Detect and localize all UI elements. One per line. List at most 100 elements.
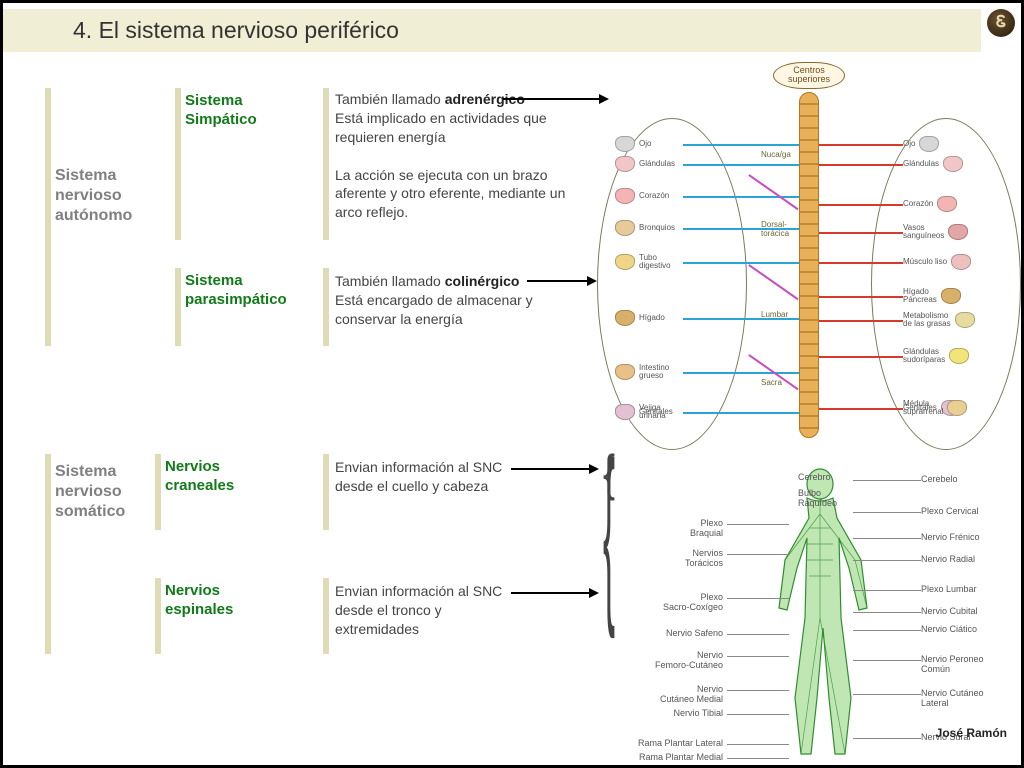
soma-label-left: Nervio Tibial [615, 708, 723, 718]
brand-logo-icon: Ꮛ [987, 9, 1015, 37]
autonomic-diagram: Centrossuperiores Ojo Glándulas Corazón Bro… [603, 64, 1015, 456]
simp-nerve-line [819, 232, 903, 234]
title-bar: 4. El sistema nervioso periférico [3, 9, 981, 52]
soma-label-left: PlexoBraquial [615, 518, 723, 538]
arrow-esp-head-icon [589, 588, 599, 598]
organ-right-1: Glándulas [903, 156, 963, 172]
bar-espinales [155, 578, 161, 654]
soma-label-left: Rama Plantar Lateral [615, 738, 723, 748]
organ-left-3: Bronquios [615, 220, 675, 236]
organ-right-4: Músculo liso [903, 254, 971, 270]
simp-nerve-line [819, 408, 903, 410]
soma-label-center: BulboRaquídeo [798, 488, 837, 508]
spinal-column-icon [799, 92, 819, 438]
simp-nerve-line [819, 320, 903, 322]
desc-espinales: Envian información al SNC desde el tronc… [335, 582, 505, 639]
organ-left-4: Tubodigestivo [615, 254, 671, 270]
simp-nerve-line [819, 262, 903, 264]
lead-line [853, 538, 921, 539]
arrow-para-line [527, 280, 587, 282]
soma-label-left: NervioCutáneo Medial [615, 684, 723, 704]
lead-line [853, 560, 921, 561]
lead-line [853, 738, 921, 739]
bar-parasimpatico [175, 268, 181, 346]
bar-somatico [45, 454, 51, 654]
lead-line [727, 634, 789, 635]
para-nerve-line [683, 372, 799, 374]
label-somatico: Sistemanerviososomático [55, 462, 125, 522]
author-credit: José Ramón [936, 726, 1007, 740]
lead-line [853, 590, 921, 591]
lead-line [727, 554, 789, 555]
soma-label-left: Rama Plantar Medial [615, 752, 723, 762]
centros-superiores: Centrossuperiores [773, 62, 845, 89]
soma-label-left: NerviosTorácicos [615, 548, 723, 568]
bar-autonomo [45, 88, 51, 346]
bar-craneales-desc [323, 454, 329, 530]
organ-left-0: Ojo [615, 136, 651, 152]
organ-right-2: Corazón [903, 196, 957, 212]
lead-line [727, 598, 789, 599]
soma-label-left: NervioFemoro-Cutáneo [615, 650, 723, 670]
content-area: Sistemanerviosoautónomo Sistemanerviosos… [3, 58, 1021, 746]
organ-right-5: HígadoPáncreas [903, 288, 961, 304]
para-nerve-line [683, 262, 799, 264]
organ-left-1: Glándulas [615, 156, 675, 172]
page-title: 4. El sistema nervioso periférico [73, 17, 961, 44]
soma-label-right: Nervio PeroneoComún [921, 654, 984, 674]
lead-line [727, 714, 789, 715]
soma-label-right: Plexo Lumbar [921, 584, 977, 594]
organ-right-6: Metabolismode las grasas [903, 312, 975, 328]
lead-line [853, 612, 921, 613]
lead-line [727, 690, 789, 691]
arrow-esp-line [511, 592, 589, 594]
simp-nerve-line [819, 296, 903, 298]
arrow-cran-line [511, 468, 589, 470]
segment-label: Lumbar [761, 310, 788, 319]
segment-label: Nuca/ga [761, 150, 791, 159]
simp-nerve-line [819, 144, 903, 146]
lead-line [853, 660, 921, 661]
organ-left-8: Genitales [615, 404, 673, 420]
soma-label-right: Nervio Frénico [921, 532, 980, 542]
label-craneales: Nervioscraneales [165, 458, 234, 496]
bar-parasimpatico-desc [323, 268, 329, 346]
lead-line [727, 656, 789, 657]
lead-line [853, 694, 921, 695]
para-nerve-line [683, 164, 799, 166]
bar-craneales [155, 454, 161, 530]
lead-line [853, 512, 921, 513]
lead-line [727, 758, 789, 759]
para-nerve-line [683, 412, 799, 414]
bar-simpatico-desc [323, 88, 329, 240]
somatic-diagram: Cerebro BulboRaquídeo PlexoBraquial Nervios… [615, 462, 1015, 762]
organ-left-2: Corazón [615, 188, 669, 204]
soma-label-left: PlexoSacro-Coxígeo [615, 592, 723, 612]
lead-line [853, 480, 921, 481]
soma-label-right: Nervio Ciático [921, 624, 977, 634]
soma-label-right: Nervio Radial [921, 554, 975, 564]
para-nerve-line [683, 144, 799, 146]
lead-line [727, 524, 789, 525]
aux-nerve-line [749, 174, 799, 210]
simp-nerve-line [819, 356, 903, 358]
simp-nerve-line [819, 164, 903, 166]
arrow-simpatico-line [503, 98, 599, 100]
soma-label-right: Cerebelo [921, 474, 958, 484]
soma-label-center: Cerebro [798, 472, 831, 482]
lead-line [853, 630, 921, 631]
lead-line [727, 744, 789, 745]
organ-left-5: Hígado [615, 310, 665, 326]
desc-simpatico: También llamado adrenérgicoEstá implicad… [335, 90, 575, 222]
label-parasimpatico: Sistemaparasimpático [185, 272, 287, 310]
bar-espinales-desc [323, 578, 329, 654]
segment-label: Dorsal-torácica [761, 220, 789, 238]
arrow-para-head-icon [587, 276, 597, 286]
bar-simpatico [175, 88, 181, 240]
label-espinales: Nerviosespinales [165, 582, 233, 620]
organ-right-0: Ojo [903, 136, 939, 152]
simp-nerve-line [819, 204, 903, 206]
segment-label: Sacra [761, 378, 782, 387]
organ-right-7: Glándulassudoríparas [903, 348, 969, 364]
soma-label-right: Nervio Cubital [921, 606, 978, 616]
